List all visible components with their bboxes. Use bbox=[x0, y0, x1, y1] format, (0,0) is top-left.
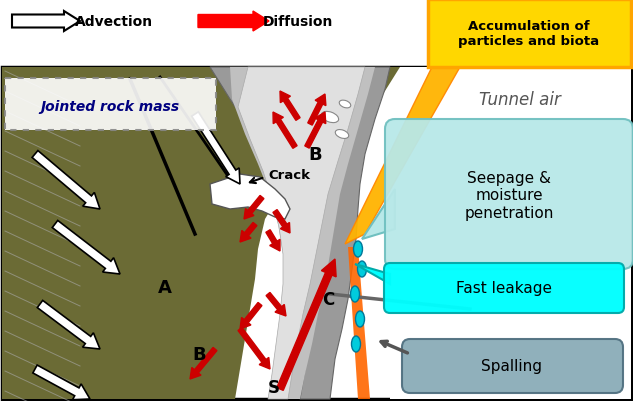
Text: Spalling: Spalling bbox=[482, 358, 542, 374]
FancyArrow shape bbox=[190, 348, 217, 379]
Text: Diffusion: Diffusion bbox=[263, 15, 334, 29]
Ellipse shape bbox=[358, 261, 367, 277]
Polygon shape bbox=[362, 190, 395, 239]
Polygon shape bbox=[210, 68, 390, 399]
Text: B: B bbox=[308, 146, 322, 164]
Text: A: A bbox=[158, 278, 172, 296]
FancyArrow shape bbox=[240, 223, 257, 242]
FancyArrow shape bbox=[37, 301, 100, 349]
FancyArrow shape bbox=[308, 95, 326, 126]
Ellipse shape bbox=[351, 286, 360, 302]
Text: S: S bbox=[268, 378, 280, 396]
Text: C: C bbox=[322, 290, 334, 308]
FancyArrow shape bbox=[238, 328, 270, 369]
FancyArrow shape bbox=[192, 113, 240, 184]
FancyBboxPatch shape bbox=[402, 339, 623, 393]
Polygon shape bbox=[230, 68, 375, 399]
Text: Seepage &
moisture
penetration: Seepage & moisture penetration bbox=[465, 171, 554, 221]
FancyArrow shape bbox=[266, 293, 286, 316]
Polygon shape bbox=[2, 68, 400, 399]
Ellipse shape bbox=[335, 130, 349, 139]
Polygon shape bbox=[345, 68, 460, 244]
FancyArrow shape bbox=[244, 196, 264, 219]
Polygon shape bbox=[355, 264, 390, 284]
Polygon shape bbox=[210, 174, 290, 219]
FancyBboxPatch shape bbox=[384, 263, 624, 313]
Ellipse shape bbox=[353, 241, 363, 257]
FancyArrow shape bbox=[198, 12, 269, 32]
FancyArrow shape bbox=[266, 230, 280, 251]
Text: Crack: Crack bbox=[268, 169, 310, 182]
Text: Tunnel air: Tunnel air bbox=[479, 91, 561, 109]
Polygon shape bbox=[2, 68, 210, 399]
FancyArrow shape bbox=[304, 113, 326, 149]
FancyArrow shape bbox=[240, 303, 262, 329]
FancyArrow shape bbox=[12, 12, 80, 32]
Ellipse shape bbox=[351, 336, 361, 352]
FancyArrow shape bbox=[32, 151, 100, 209]
Polygon shape bbox=[348, 247, 370, 399]
FancyBboxPatch shape bbox=[385, 120, 633, 269]
Ellipse shape bbox=[339, 101, 351, 109]
Ellipse shape bbox=[356, 311, 365, 327]
Polygon shape bbox=[390, 68, 631, 399]
FancyArrow shape bbox=[33, 365, 90, 400]
FancyArrow shape bbox=[273, 113, 297, 149]
FancyArrow shape bbox=[53, 221, 120, 274]
Bar bbox=[428, 0, 631, 68]
Polygon shape bbox=[238, 68, 365, 399]
FancyArrow shape bbox=[273, 210, 290, 233]
Text: Jointed rock mass: Jointed rock mass bbox=[41, 100, 180, 114]
FancyArrow shape bbox=[280, 92, 300, 121]
Ellipse shape bbox=[322, 112, 339, 124]
FancyArrow shape bbox=[277, 259, 336, 391]
FancyBboxPatch shape bbox=[5, 79, 216, 131]
Bar bbox=[2, 68, 631, 399]
Text: Fast leakage: Fast leakage bbox=[456, 281, 552, 296]
Text: B: B bbox=[192, 345, 206, 363]
Text: Advection: Advection bbox=[75, 15, 153, 29]
Text: Accumulation of
particles and biota: Accumulation of particles and biota bbox=[458, 20, 599, 48]
